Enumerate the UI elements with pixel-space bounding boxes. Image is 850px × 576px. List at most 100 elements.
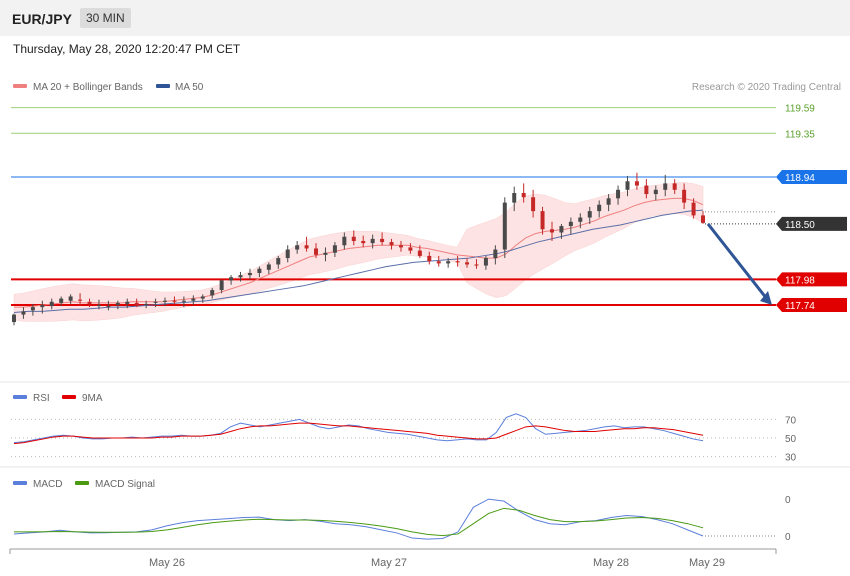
forecast-arrow-head: [760, 291, 772, 305]
chart-datetime: Thursday, May 28, 2020 12:20:47 PM CET: [13, 42, 241, 56]
candle-body: [200, 296, 205, 299]
candle: [380, 232, 385, 246]
candle: [512, 186, 517, 212]
candle: [370, 234, 375, 249]
candle-body: [191, 298, 196, 301]
macd-signal-legend-label: MACD Signal: [95, 479, 155, 490]
candle-body: [314, 248, 319, 255]
candle: [134, 298, 139, 308]
candle: [493, 245, 498, 265]
candle: [540, 206, 545, 235]
candle-body: [446, 261, 451, 264]
candle-body: [276, 258, 281, 265]
candle-body: [455, 261, 460, 263]
candle: [483, 255, 488, 270]
candle: [398, 241, 403, 252]
candle-body: [40, 305, 45, 308]
candle: [502, 197, 507, 259]
last-price-tag: [776, 216, 847, 231]
candle-body: [257, 268, 262, 273]
last-price-label: 118.50: [785, 220, 815, 231]
candle-body: [653, 189, 658, 195]
rsi-line: [13, 413, 704, 444]
candle: [285, 245, 290, 263]
candle-body: [531, 197, 536, 212]
candle-body: [59, 298, 64, 303]
candle-body: [625, 181, 630, 190]
resistance-tag: [776, 170, 847, 184]
candle: [521, 183, 526, 203]
candle: [257, 266, 262, 278]
ma50-line: [13, 209, 704, 313]
candle: [115, 300, 120, 310]
level-lines: 119.59 119.35 118.94 118.50 117.98 117.74: [11, 104, 847, 312]
candle-body: [247, 273, 252, 276]
candle-body: [229, 277, 234, 281]
rsi-tick-label: 30: [785, 453, 797, 464]
candles: [12, 172, 705, 326]
forecast-arrow-shaft: [706, 223, 769, 300]
support-label-5: 117.74: [785, 301, 815, 312]
candle: [634, 172, 639, 190]
candle-body: [144, 303, 149, 305]
target-label-0: 119.59: [785, 104, 815, 115]
candle: [578, 213, 583, 229]
candle: [389, 238, 394, 250]
rsi-panel: 70 50 30: [11, 413, 797, 464]
candle: [531, 189, 536, 218]
rsi-legend-swatch: [13, 395, 27, 399]
candle-body: [380, 238, 385, 243]
candle-body: [115, 302, 120, 305]
candle: [663, 174, 668, 197]
resistance-label: 118.94: [785, 173, 815, 184]
candle-body: [634, 181, 639, 186]
candle: [96, 299, 101, 310]
candle: [40, 300, 45, 314]
candle-body: [701, 215, 705, 223]
candle-body: [474, 264, 479, 266]
macd-legend-swatch: [13, 481, 27, 485]
candle: [465, 258, 470, 268]
candle: [408, 243, 413, 254]
candle-body: [134, 302, 139, 305]
candle: [568, 217, 573, 235]
candle-body: [682, 189, 687, 203]
macd-legend-label: MACD: [33, 479, 62, 490]
candle: [30, 303, 35, 316]
rsi-ma-line: [13, 422, 704, 445]
candle: [78, 293, 83, 307]
candle: [87, 298, 92, 308]
candle-body: [361, 241, 366, 244]
candle: [361, 235, 366, 248]
candle: [587, 206, 592, 224]
x-axis-label: May 27: [371, 557, 407, 569]
candle-body: [125, 301, 130, 304]
candle: [163, 297, 168, 307]
candle-body: [578, 217, 583, 222]
candle-body: [663, 183, 668, 190]
candle: [59, 296, 64, 307]
candle: [549, 221, 554, 241]
candle-body: [436, 261, 441, 264]
rsi-ma-legend-swatch: [62, 395, 76, 399]
candle: [191, 295, 196, 305]
candle-body: [219, 280, 224, 291]
support-tag-5: [776, 298, 847, 312]
timeframe-button[interactable]: 30 MIN: [80, 8, 131, 28]
candle: [446, 258, 451, 268]
x-axis: May 26 May 27 May 28 May 29: [9, 549, 777, 569]
forecast-arrow: [706, 223, 772, 305]
macd-panel: 00: [13, 495, 791, 543]
candle: [68, 294, 73, 304]
macd-signal-line: [14, 507, 704, 537]
candle-body: [568, 221, 573, 227]
candle-body: [606, 198, 611, 205]
candle: [653, 185, 658, 201]
candle-body: [266, 264, 271, 270]
candle: [276, 255, 281, 269]
candle-body: [559, 226, 564, 233]
ma50-legend-label: MA 50: [175, 82, 204, 93]
candle-body: [370, 238, 375, 244]
rsi-ma-legend-label: 9MA: [82, 393, 103, 404]
candle: [351, 230, 356, 246]
